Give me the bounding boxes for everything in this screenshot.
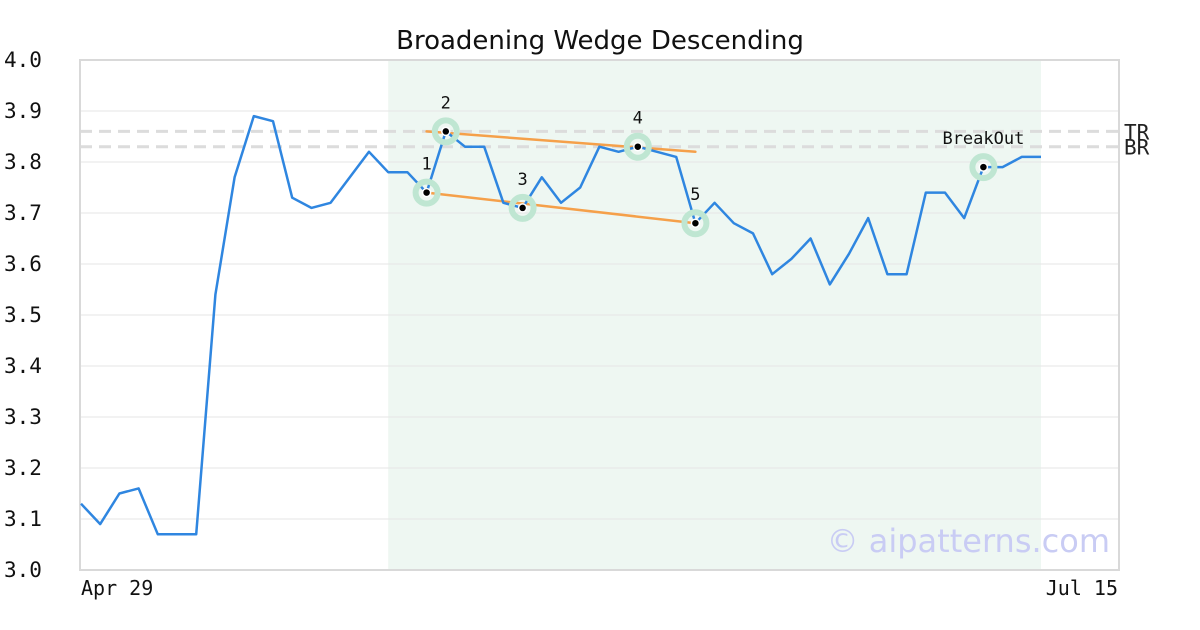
y-tick-label: 4.0 <box>4 48 42 72</box>
x-tick-label: Jul 15 <box>1046 576 1118 600</box>
pattern-point-label: 1 <box>421 155 431 175</box>
pattern-point-label: BreakOut <box>942 129 1024 149</box>
pattern-point-label: 3 <box>517 170 527 190</box>
y-tick-label: 3.7 <box>4 201 42 225</box>
y-tick-label: 3.4 <box>4 354 42 378</box>
y-tick-label: 3.6 <box>4 252 42 276</box>
reference-label: BR <box>1124 136 1150 160</box>
pattern-point <box>517 203 528 213</box>
pattern-point <box>421 187 432 198</box>
pattern-point-halo <box>623 132 652 161</box>
pattern-point-label: 2 <box>441 93 451 113</box>
y-tick-label: 3.0 <box>4 558 42 582</box>
y-tick-label: 3.3 <box>4 405 42 429</box>
y-tick-label: 3.2 <box>4 456 42 480</box>
pattern-point-label: 4 <box>633 109 643 129</box>
chart-title: Broadening Wedge Descending <box>396 26 804 56</box>
pattern-point-halo <box>681 209 710 238</box>
trend-line <box>425 191 697 225</box>
pattern-point-halo <box>508 193 537 222</box>
x-tick-label: Apr 29 <box>81 576 153 600</box>
plot-frame <box>79 59 1120 571</box>
pattern-point-halo <box>431 117 460 146</box>
y-tick-label: 3.5 <box>4 303 42 327</box>
pattern-point-halo <box>969 153 998 182</box>
reference-label: TR <box>1124 120 1150 144</box>
pattern-point <box>441 126 451 137</box>
watermark: © aipatterns.com <box>827 522 1110 560</box>
pattern-point <box>690 218 701 228</box>
pattern-point-label: 5 <box>690 185 700 205</box>
y-tick-label: 3.8 <box>4 150 42 174</box>
pattern-point <box>633 141 643 152</box>
pattern-point <box>978 162 989 172</box>
y-tick-label: 3.1 <box>4 507 42 531</box>
pattern-point-halo <box>412 178 441 207</box>
price-line <box>80 114 1041 536</box>
y-tick-label: 3.9 <box>4 99 42 123</box>
